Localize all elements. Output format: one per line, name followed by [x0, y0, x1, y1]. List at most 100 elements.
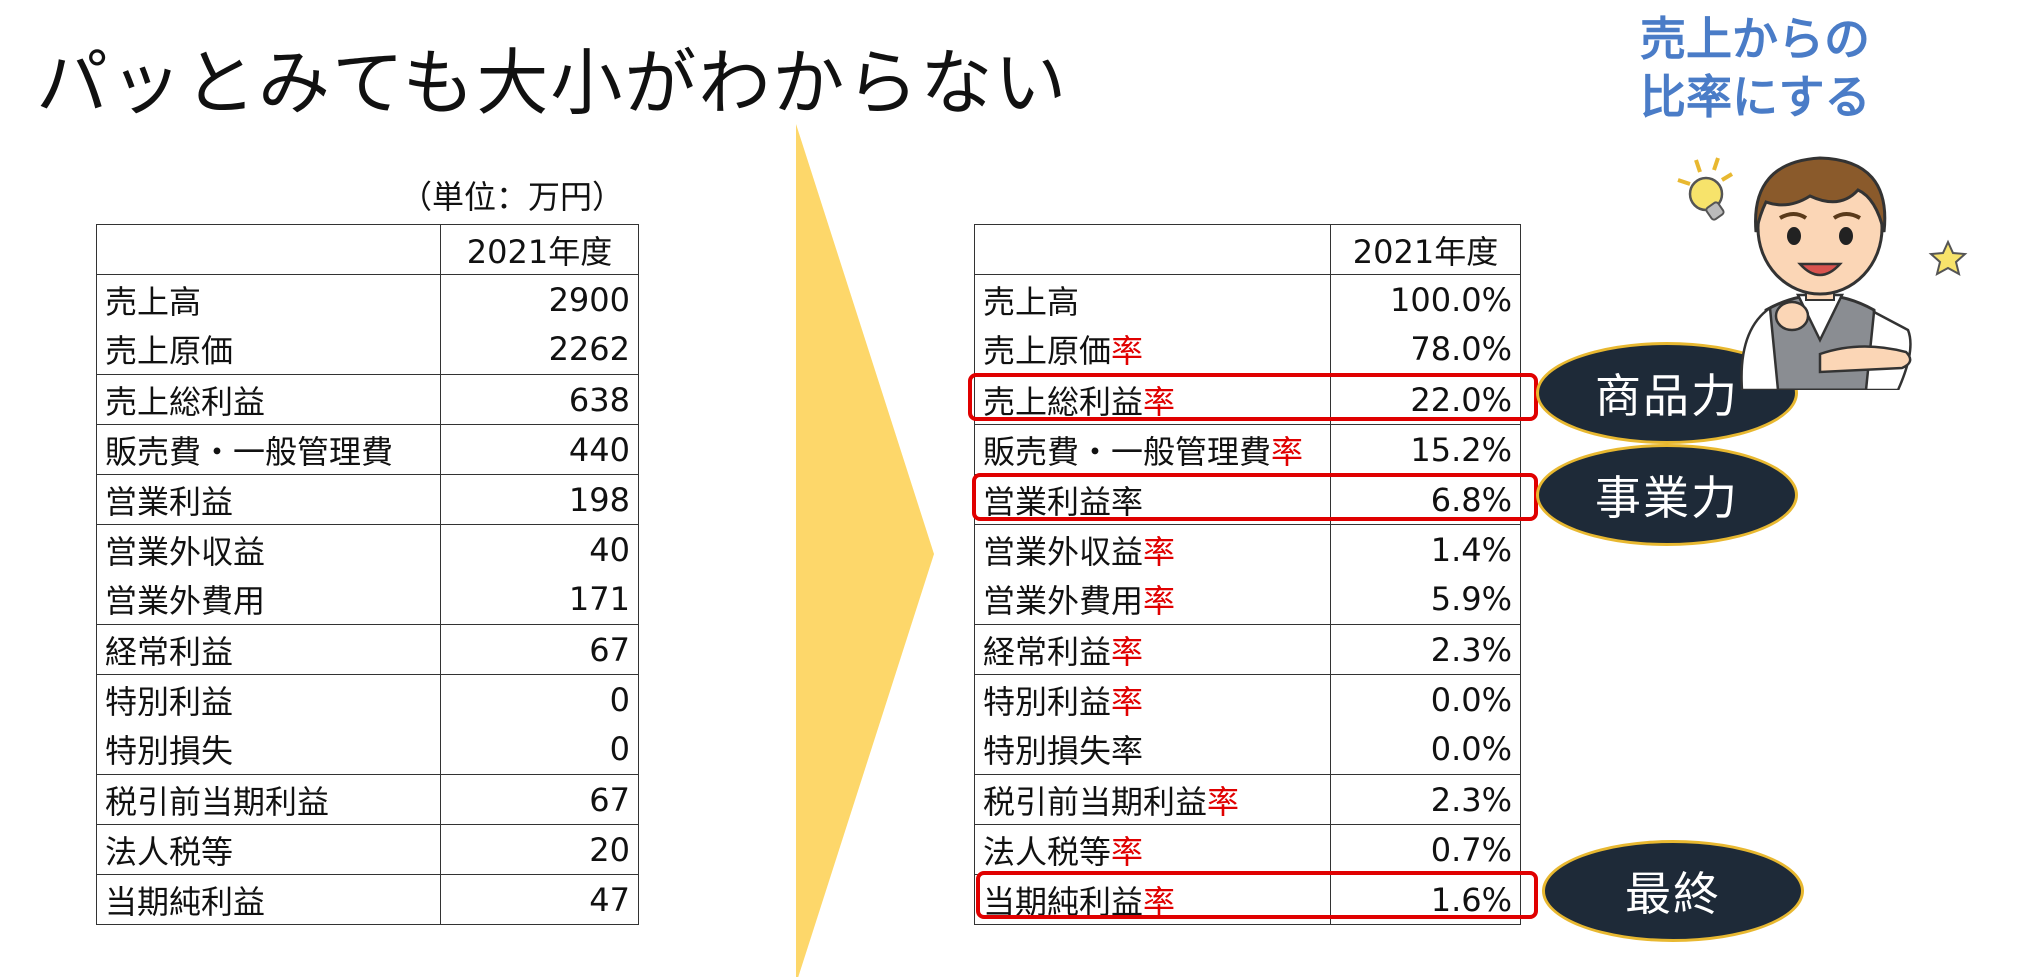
row-value: 78.0% — [1330, 324, 1521, 375]
table-header-row: 2021年度 — [96, 224, 639, 275]
income-statement-table-amounts: 2021年度 売上高 2900 売上原価 2262 売上総利益 638 販売費・一般管… — [96, 224, 639, 925]
table-row: 特別損失率 0.0% — [974, 724, 1521, 775]
hint-text: 売上からの 比率にする — [1640, 10, 1870, 126]
row-label-text: 税引前当期利益 — [983, 782, 1208, 821]
row-label: 税引前当期利益率 — [974, 774, 1331, 825]
highlight-net-profit-rate — [976, 871, 1538, 919]
row-label: 営業外費用率 — [974, 574, 1331, 625]
row-label: 売上高 — [96, 274, 441, 325]
row-label-text: 売上高 — [983, 282, 1080, 321]
row-label: 特別利益 — [96, 674, 441, 725]
row-label: 販売費・一般管理費率 — [974, 424, 1331, 475]
row-label-text: 営業外費用 — [983, 582, 1144, 621]
row-label: 法人税等 — [96, 824, 441, 875]
rate-suffix: 率 — [1143, 532, 1176, 571]
row-value: 0 — [440, 674, 639, 725]
row-label: 売上原価 — [96, 324, 441, 375]
table-row: 営業外費用 171 — [96, 574, 639, 625]
hint-line-1: 売上からの — [1640, 12, 1870, 66]
row-label: 売上高 — [974, 274, 1331, 325]
row-label: 営業利益率 — [974, 474, 1331, 525]
row-label: 売上総利益率 — [974, 374, 1331, 425]
row-label: 特別損失 — [96, 724, 441, 775]
row-label-text: 経常利益 — [983, 632, 1112, 671]
table-row: 税引前当期利益率 2.3% — [974, 774, 1521, 825]
row-value: 440 — [440, 424, 639, 475]
table-row: 特別利益率 0.0% — [974, 674, 1521, 725]
table-row: 法人税等 20 — [96, 824, 639, 875]
row-value: 0 — [440, 724, 639, 775]
row-value: 67 — [440, 624, 639, 675]
chevron-right-arrow-icon — [796, 124, 934, 977]
income-statement-table-ratios: 2021年度 売上高 100.0% 売上原価率 78.0% 売上総利益率 22.0% … — [974, 224, 1521, 925]
table-row: 当期純利益 47 — [96, 874, 639, 925]
row-label: 経常利益率 — [974, 624, 1331, 675]
table-header-row: 2021年度 — [974, 224, 1521, 275]
rate-suffix: 率 — [1143, 382, 1176, 421]
table-row: 税引前当期利益 67 — [96, 774, 639, 825]
rate-suffix: 率 — [1207, 782, 1240, 821]
table-row: 特別利益 0 — [96, 674, 639, 725]
row-value: 47 — [440, 874, 639, 925]
table-row: 販売費・一般管理費 440 — [96, 424, 639, 475]
row-label: 特別利益率 — [974, 674, 1331, 725]
hint-line-2: 比率にする — [1640, 70, 1871, 124]
row-label: 販売費・一般管理費 — [96, 424, 441, 475]
highlight-gross-profit-rate — [968, 373, 1538, 421]
row-label: 営業外収益率 — [974, 524, 1331, 575]
unit-note: （単位：万円） — [400, 178, 625, 216]
table-row: 売上高 100.0% — [974, 274, 1521, 325]
table-row: 売上原価率 78.0% — [974, 324, 1521, 375]
callout-final: 最終 — [1542, 840, 1804, 942]
table-row: 売上総利益 638 — [96, 374, 639, 425]
table-row: 営業外収益率 1.4% — [974, 524, 1521, 575]
row-label: 法人税等率 — [974, 824, 1331, 875]
row-label: 経常利益 — [96, 624, 441, 675]
row-value: 638 — [440, 374, 639, 425]
row-label-text: 売上原価 — [983, 332, 1112, 371]
table-row: 営業外収益 40 — [96, 524, 639, 575]
row-label-text: 特別利益 — [983, 682, 1112, 721]
row-label-text: 売上総利益 — [983, 382, 1144, 421]
rate-suffix: 率 — [1111, 632, 1144, 671]
row-value: 100.0% — [1330, 274, 1521, 325]
row-label: 売上総利益 — [96, 374, 441, 425]
row-label-text: 法人税等 — [983, 832, 1112, 871]
row-label: 営業外費用 — [96, 574, 441, 625]
table-row: 販売費・一般管理費率 15.2% — [974, 424, 1521, 475]
table-row: 特別損失 0 — [96, 724, 639, 775]
rate-suffix: 率 — [1143, 882, 1176, 921]
table-row: 法人税等率 0.7% — [974, 824, 1521, 875]
rate-suffix: 率 — [1111, 832, 1144, 871]
row-value: 1.4% — [1330, 524, 1521, 575]
row-value: 20 — [440, 824, 639, 875]
rate-suffix: 率 — [1111, 332, 1144, 371]
row-value: 2262 — [440, 324, 639, 375]
header-year: 2021年度 — [440, 224, 639, 275]
rate-suffix: 率 — [1271, 432, 1304, 471]
row-label: 売上原価率 — [974, 324, 1331, 375]
row-value: 5.9% — [1330, 574, 1521, 625]
row-value: 6.8% — [1330, 474, 1521, 525]
table-row: 営業利益率 6.8% — [974, 474, 1521, 525]
row-label-text: 営業外収益 — [983, 532, 1144, 571]
rate-suffix: 率 — [1111, 682, 1144, 721]
star-icon — [1928, 239, 1968, 276]
table-row: 売上原価 2262 — [96, 324, 639, 375]
callout-business-power: 事業力 — [1536, 444, 1798, 546]
thinking-man-illustration-icon — [1677, 156, 1968, 390]
table-row: 営業外費用率 5.9% — [974, 574, 1521, 625]
row-label: 当期純利益 — [96, 874, 441, 925]
row-value: 171 — [440, 574, 639, 625]
table-row: 売上総利益率 22.0% — [974, 374, 1521, 425]
table-row: 売上高 2900 — [96, 274, 639, 325]
row-value: 0.0% — [1330, 674, 1521, 725]
row-label-text: 特別損失率 — [983, 732, 1144, 771]
row-value: 2.3% — [1330, 624, 1521, 675]
table-row: 営業利益 198 — [96, 474, 639, 525]
row-value: 0.7% — [1330, 824, 1521, 875]
highlight-operating-profit-rate — [972, 473, 1538, 521]
row-value: 15.2% — [1330, 424, 1521, 475]
lightbulb-icon — [1677, 157, 1734, 221]
row-label-text: 当期純利益 — [983, 882, 1144, 921]
